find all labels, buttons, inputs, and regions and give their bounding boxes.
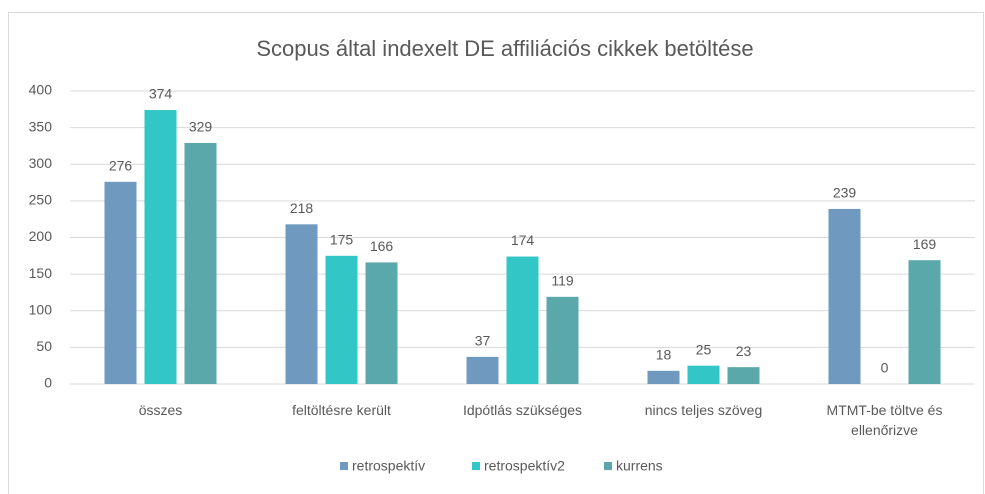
data-label: 166	[370, 238, 394, 254]
data-label: 276	[109, 158, 133, 174]
y-tick-label: 400	[29, 82, 53, 98]
bar	[285, 224, 318, 384]
bar	[727, 367, 760, 384]
data-label: 18	[656, 347, 672, 363]
bar	[466, 356, 499, 384]
data-label: 174	[511, 232, 535, 248]
legend-label: kurrens	[616, 458, 663, 474]
data-label: 175	[330, 232, 354, 248]
data-label: 23	[736, 343, 752, 359]
bar	[506, 256, 539, 384]
x-tick-label: feltöltésre került	[292, 402, 391, 418]
data-label: 37	[475, 333, 491, 349]
bar	[184, 143, 217, 384]
bar	[144, 110, 177, 385]
legend-swatch	[604, 462, 612, 470]
bar	[546, 296, 579, 384]
x-tick-label: nincs teljes szöveg	[644, 402, 763, 418]
data-label: 374	[149, 86, 173, 102]
chart-title: Scopus által indexelt DE affiliációs cik…	[256, 36, 753, 61]
data-label: 329	[189, 119, 213, 135]
bar	[365, 262, 398, 384]
x-tick-label: összes	[138, 402, 183, 418]
y-tick-label: 100	[29, 301, 53, 317]
legend-swatch	[340, 462, 348, 470]
legend-label: retrospektív	[352, 458, 425, 474]
y-tick-label: 300	[29, 155, 53, 171]
data-label: 25	[696, 341, 712, 357]
legend-label: retrospektív2	[484, 458, 565, 474]
data-label: 0	[881, 360, 889, 376]
bar	[104, 181, 137, 384]
y-tick-label: 200	[29, 228, 53, 244]
data-label: 119	[551, 273, 574, 289]
bar	[647, 370, 680, 384]
bar	[908, 260, 941, 384]
y-tick-label: 0	[44, 375, 52, 391]
legend-swatch	[472, 462, 480, 470]
data-label: 218	[290, 200, 314, 216]
bar	[325, 255, 358, 384]
y-tick-label: 250	[29, 192, 53, 208]
bar	[828, 208, 861, 384]
y-tick-label: 150	[29, 265, 53, 281]
y-tick-label: 350	[29, 118, 53, 134]
data-label: 239	[833, 185, 857, 201]
bar	[687, 365, 720, 384]
x-tick-label: Idpótlás szükséges	[462, 402, 583, 418]
x-tick-label: MTMT-be töltve és ellenőrizve	[826, 402, 943, 438]
y-tick-label: 50	[36, 338, 52, 354]
data-label: 169	[913, 236, 937, 252]
